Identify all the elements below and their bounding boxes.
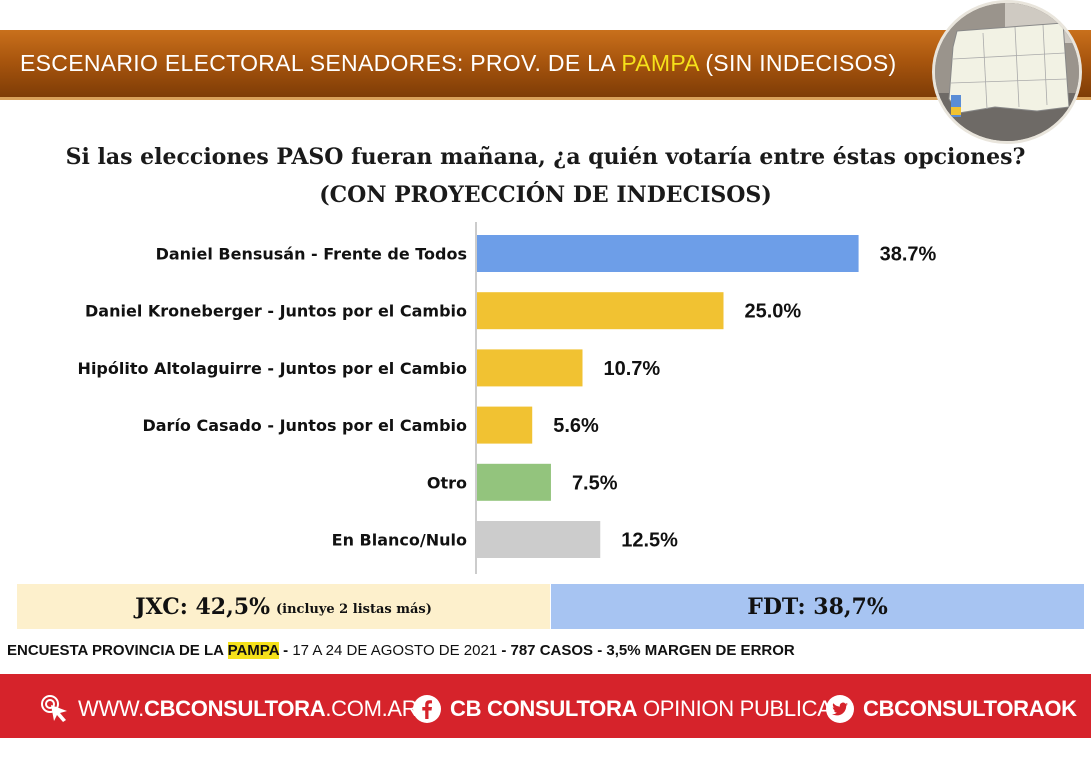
bar: [477, 463, 551, 501]
twitter-link[interactable]: CBCONSULTORAOK: [825, 694, 1077, 724]
fdt-summary: FDT: 38,7%: [551, 584, 1084, 629]
category-label: Otro: [427, 473, 467, 492]
data-label: 10.7%: [604, 358, 661, 380]
survey-footnote: ENCUESTA PROVINCIA DE LA PAMPA - 17 A 24…: [7, 642, 795, 659]
twitter-icon: [825, 694, 855, 724]
data-label: 38.7%: [880, 244, 937, 266]
bottom-strip: [0, 738, 1091, 763]
footer-bar: WWW.CBCONSULTORA.COM.AR CB CONSULTORA OP…: [0, 674, 1091, 738]
category-label: En Blanco/Nulo: [332, 531, 467, 550]
la-pampa-map-icon: [935, 3, 1079, 141]
bar: [477, 235, 859, 272]
bar: [477, 521, 601, 558]
jxc-summary-value: JXC: 42,5%: [135, 593, 270, 620]
header-banner: [0, 30, 1091, 100]
page-title: ESCENARIO ELECTORAL SENADORES: PROV. DE …: [20, 50, 897, 76]
cursor-click-icon: [40, 694, 70, 724]
data-label: 12.5%: [621, 530, 678, 552]
category-label: Daniel Kroneberger - Juntos por el Cambi…: [85, 302, 467, 321]
category-label: Hipólito Altolaguirre - Juntos por el Ca…: [78, 359, 467, 378]
category-label: Darío Casado - Juntos por el Cambio: [142, 416, 467, 435]
bar-chart: Daniel Bensusán - Frente de Todos 38.7% Da…: [78, 222, 937, 574]
data-label: 5.6%: [553, 415, 599, 437]
bar: [477, 406, 533, 444]
question-line-2: (CON PROYECCIÓN DE INDECISOS): [319, 182, 772, 208]
top-strip: [0, 0, 1091, 30]
facebook-icon: [412, 694, 442, 724]
bar: [477, 349, 583, 387]
facebook-link[interactable]: CB CONSULTORA OPINION PUBLICA: [412, 694, 832, 724]
province-map-image: [932, 0, 1082, 144]
data-label: 25.0%: [745, 301, 802, 323]
data-label: 7.5%: [572, 472, 618, 494]
jxc-summary-note: (incluye 2 listas más): [275, 602, 432, 617]
category-label: Daniel Bensusán - Frente de Todos: [156, 245, 467, 264]
question-line-1: Si las elecciones PASO fueran mañana, ¿a…: [65, 144, 1026, 170]
jxc-summary: JXC: 42,5% (incluye 2 listas más): [17, 584, 550, 629]
bar: [477, 292, 724, 330]
fdt-summary-value: FDT: 38,7%: [747, 593, 888, 620]
website-link[interactable]: WWW.CBCONSULTORA.COM.AR: [40, 694, 418, 724]
